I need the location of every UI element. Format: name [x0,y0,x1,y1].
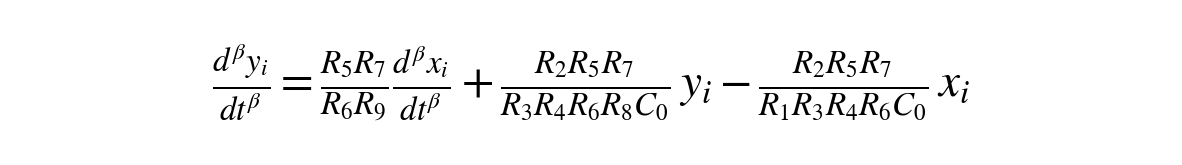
Text: $\frac{d^{\beta} y_i}{dt^{\beta}} = \frac{R_5 R_7}{R_6 R_9} \frac{d^{\beta} x_i}: $\frac{d^{\beta} y_i}{dt^{\beta}} = \fra… [212,43,970,122]
